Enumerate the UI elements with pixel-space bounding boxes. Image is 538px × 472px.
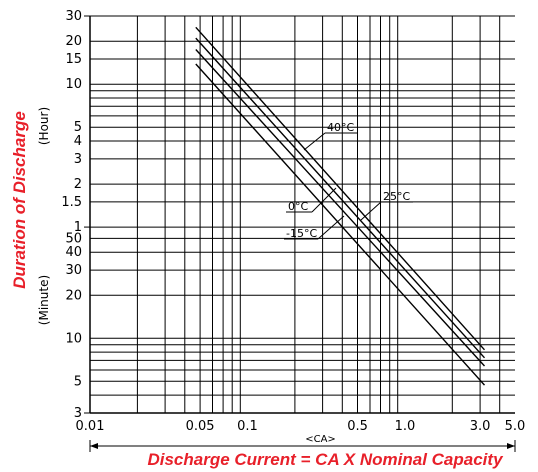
- y-tick-label-hour: 30: [65, 9, 82, 24]
- series-label: 25°C: [383, 190, 410, 203]
- series-label: -15°C: [286, 227, 317, 240]
- y-tick-label-hour: 3: [74, 152, 82, 167]
- x-tick-label: 5.0: [505, 419, 526, 434]
- x-tick-label: 0.1: [237, 419, 258, 434]
- series-leader-line: [360, 201, 382, 221]
- y-axis-hour-label: (Hour): [37, 106, 51, 146]
- y-tick-label-hour: 2: [74, 177, 82, 192]
- axes: [84, 15, 516, 452]
- x-tick-label: 0.01: [76, 419, 105, 434]
- y-tick-label-minute: 5: [74, 374, 82, 389]
- y-tick-label-hour: 1: [74, 220, 82, 235]
- y-tick-label-hour: 5: [74, 120, 82, 135]
- series-line: [195, 63, 486, 386]
- x-tick-label: 0.5: [347, 419, 368, 434]
- series-label: 40°C: [327, 121, 354, 134]
- x-axis-title: Discharge Current = CA X Nominal Capacit…: [147, 450, 503, 469]
- series-line: [195, 49, 486, 367]
- series-leader-line: [317, 215, 345, 240]
- series-leader-line: [311, 187, 337, 213]
- y-tick-label-minute: 20: [65, 288, 82, 303]
- y-tick-label-hour: 1.5: [61, 195, 82, 210]
- x-tick-label: 0.05: [186, 419, 215, 434]
- y-tick-label-minute: 30: [65, 263, 82, 278]
- series-label: 0°C: [288, 200, 308, 213]
- x-dimension-left-arrow: [90, 443, 98, 449]
- y-axis-title: Duration of Discharge: [10, 111, 29, 289]
- y-tick-label-minute: 10: [65, 331, 82, 346]
- x-dimension-right-arrow: [507, 443, 515, 449]
- x-tick-label: 3.0: [470, 419, 491, 434]
- series-line: [195, 37, 486, 359]
- y-tick-label-hour: 15: [65, 52, 82, 67]
- y-tick-label-minute: 40: [65, 245, 82, 260]
- series-leader-line: [303, 132, 326, 151]
- y-tick-label-hour: 10: [65, 77, 82, 92]
- x-tick-label: 1.0: [395, 419, 416, 434]
- y-tick-label-hour: 20: [65, 34, 82, 49]
- y-tick-label-minute: 50: [65, 231, 82, 246]
- grid: [90, 15, 515, 414]
- y-axis-minute-label: (Minute): [37, 274, 51, 326]
- y-tick-label-hour: 4: [74, 134, 82, 149]
- x-unit-label: <CA>: [305, 434, 336, 445]
- series-lines: [195, 26, 486, 386]
- y-tick-label-minute: 3: [74, 406, 82, 421]
- series-line: [195, 26, 486, 351]
